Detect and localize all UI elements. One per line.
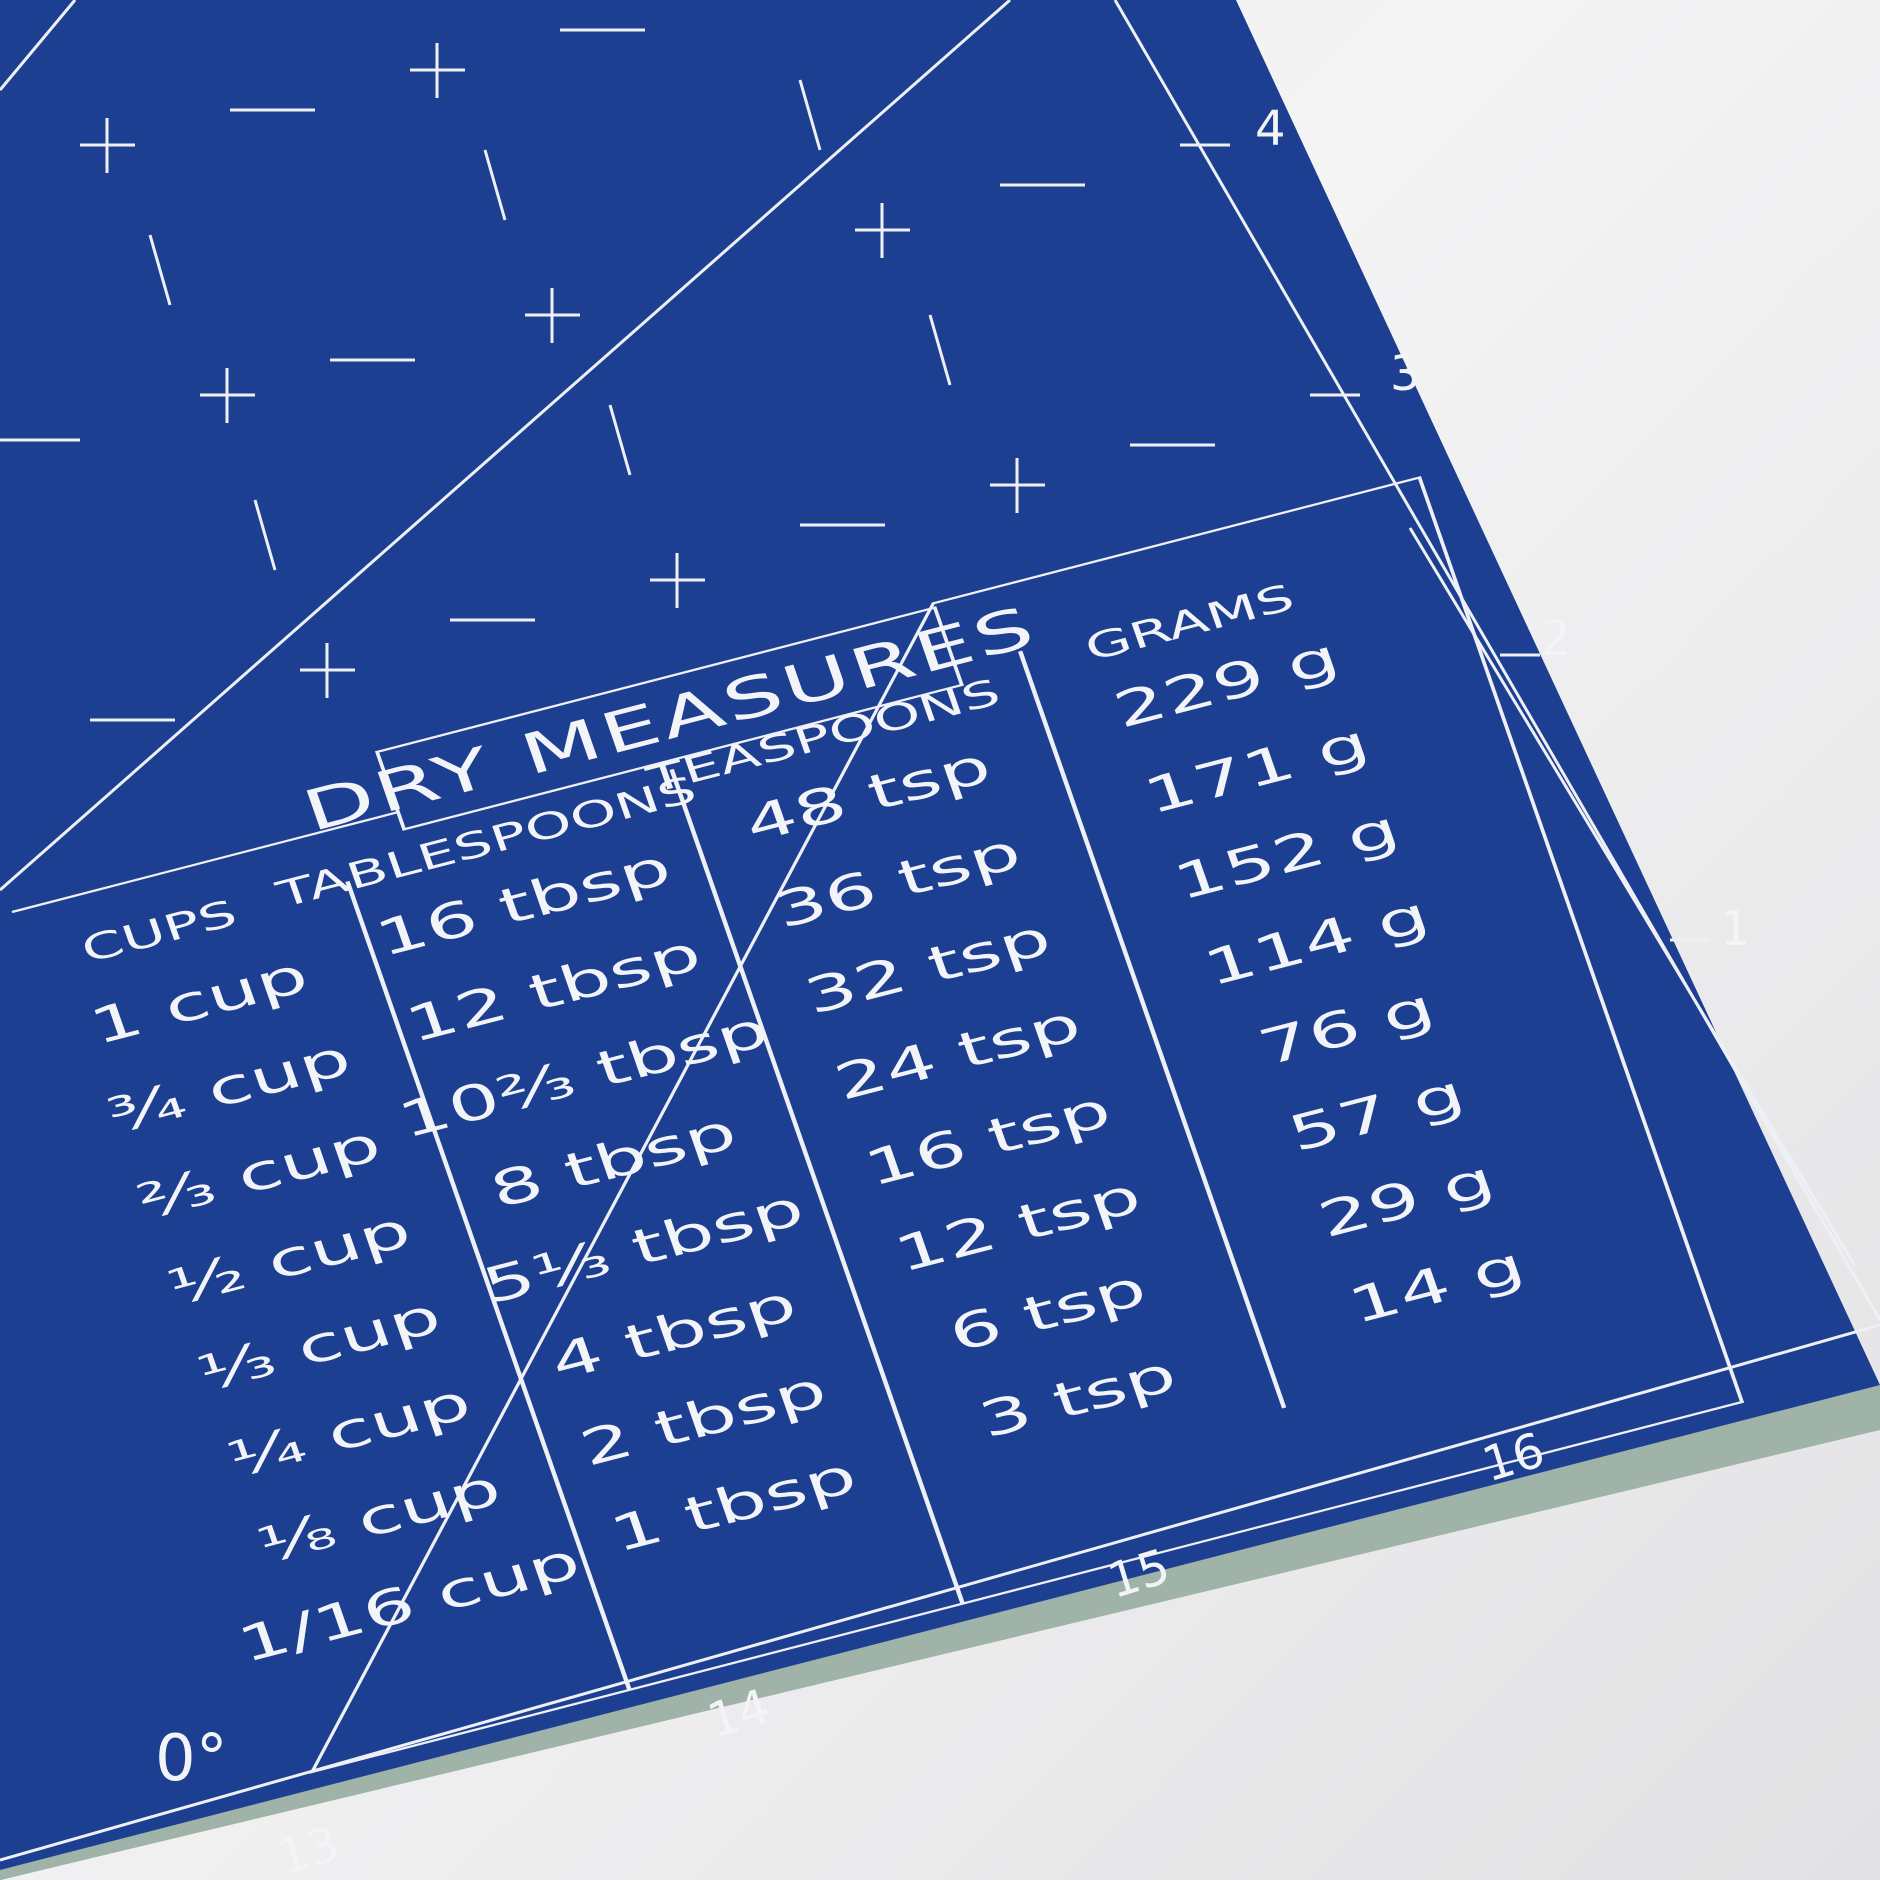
ruler-number-bottom: 13 xyxy=(271,1815,346,1880)
ruler-number-right: 2 xyxy=(1540,611,1571,667)
title-box xyxy=(374,606,964,831)
ruler-number-right: 4 xyxy=(1255,101,1286,157)
ruler-number-right: 1 xyxy=(1720,901,1751,957)
diagonal-line xyxy=(0,0,1011,892)
grid-line xyxy=(1408,527,1857,1267)
column-divider xyxy=(1018,650,1287,1409)
grid-marks xyxy=(0,28,1710,942)
ruler-number-right: 3 xyxy=(1390,346,1421,402)
column-divider xyxy=(345,880,632,1691)
grid-line xyxy=(1113,0,1880,1321)
column-divider xyxy=(669,768,965,1605)
mat-edge xyxy=(0,1385,1880,1880)
table-border xyxy=(11,475,1745,1774)
angle-label: 0° xyxy=(155,1722,228,1796)
diagonal-line xyxy=(0,0,77,91)
